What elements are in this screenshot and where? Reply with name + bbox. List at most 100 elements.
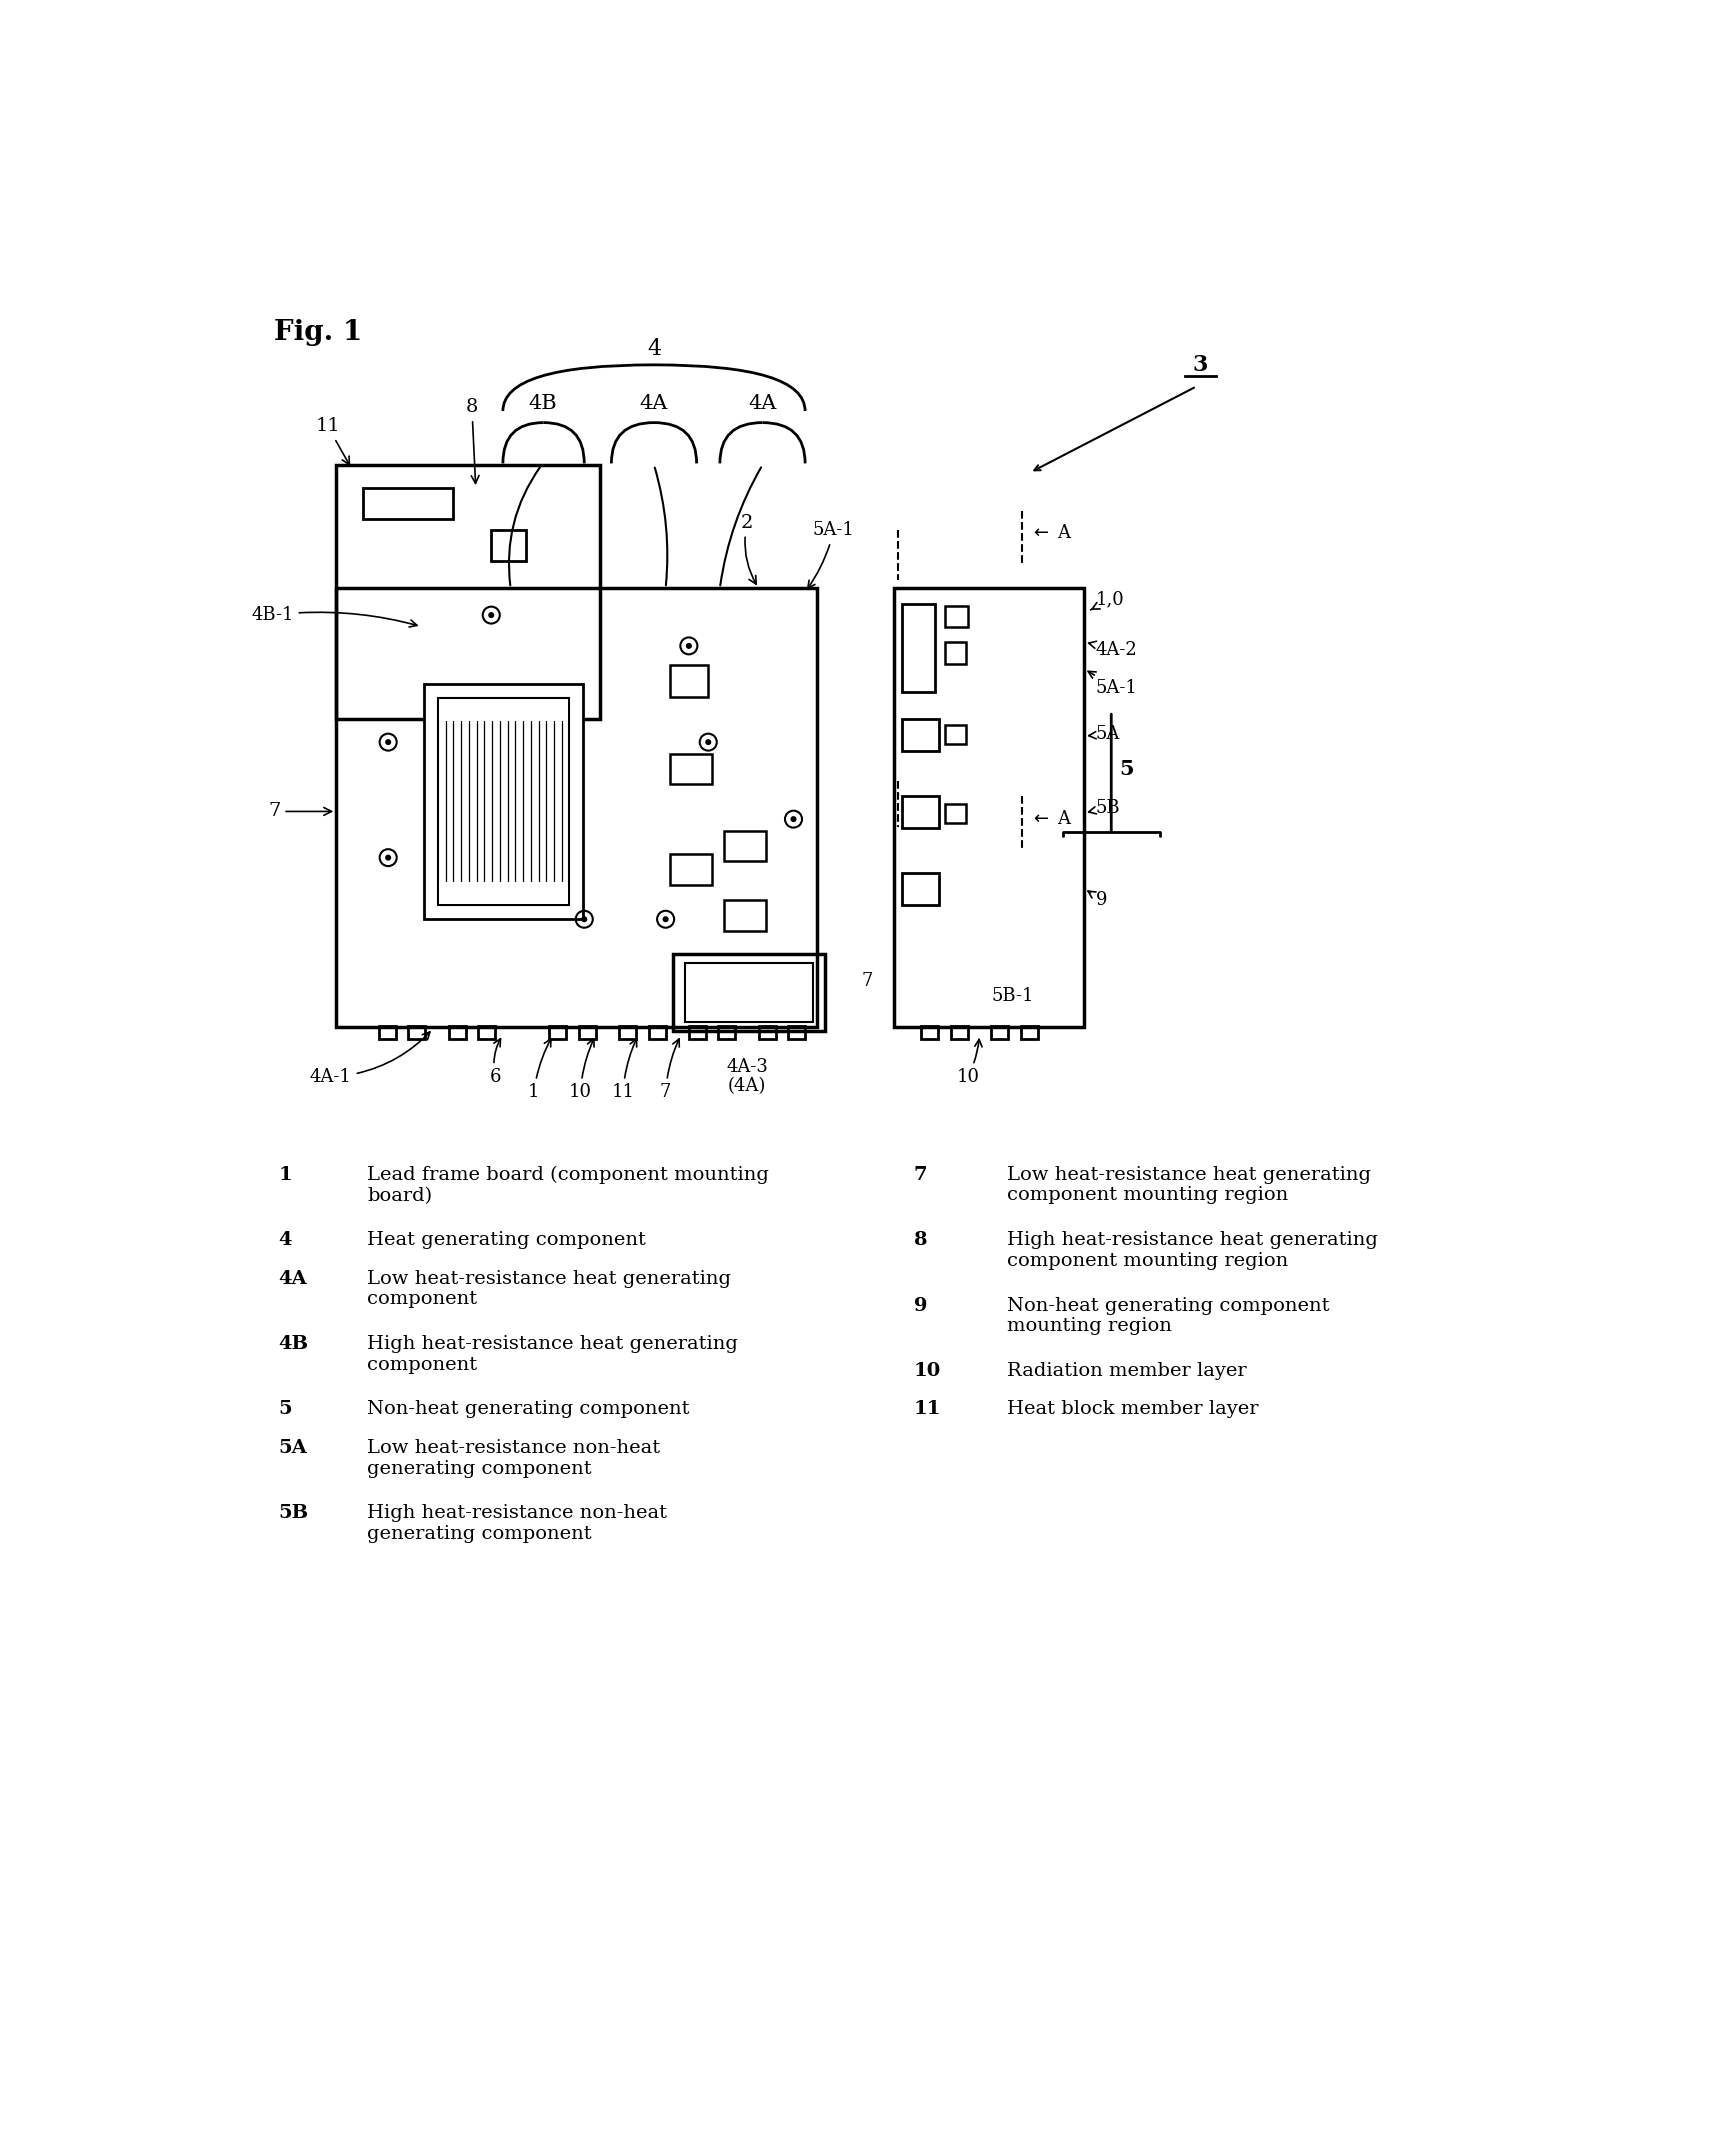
Bar — [922, 1026, 939, 1039]
Text: 7: 7 — [660, 1039, 679, 1101]
Text: Low heat-resistance heat generating
component: Low heat-resistance heat generating comp… — [367, 1270, 731, 1309]
Bar — [479, 1026, 494, 1039]
Text: 4B: 4B — [529, 394, 557, 413]
Circle shape — [386, 855, 391, 859]
Text: 4A-3: 4A-3 — [726, 1058, 768, 1075]
Circle shape — [705, 739, 711, 745]
Text: Lead frame board (component mounting
board): Lead frame board (component mounting boa… — [367, 1165, 769, 1204]
Text: 5B: 5B — [1089, 799, 1120, 816]
Text: 7: 7 — [861, 972, 873, 990]
Text: 9: 9 — [913, 1296, 927, 1315]
Text: 5B: 5B — [278, 1504, 308, 1523]
Bar — [335, 589, 816, 1026]
Bar — [579, 1026, 597, 1039]
Bar — [991, 1026, 1008, 1039]
Bar — [619, 1026, 636, 1039]
Text: Fig. 1: Fig. 1 — [275, 319, 363, 345]
Bar — [903, 604, 935, 692]
Bar — [550, 1026, 567, 1039]
Circle shape — [686, 643, 692, 649]
Bar — [788, 1026, 806, 1039]
Text: High heat-resistance heat generating
component: High heat-resistance heat generating com… — [367, 1334, 738, 1373]
Bar — [944, 726, 967, 745]
Bar — [335, 465, 600, 720]
Text: 5A: 5A — [1089, 726, 1120, 743]
Bar — [903, 720, 939, 752]
Bar — [648, 1026, 666, 1039]
Text: Low heat-resistance heat generating
component mounting region: Low heat-resistance heat generating comp… — [1006, 1165, 1371, 1204]
Text: 1,0: 1,0 — [1091, 591, 1124, 610]
Bar — [724, 900, 766, 932]
Text: 11: 11 — [315, 418, 349, 465]
Bar — [424, 685, 583, 919]
Circle shape — [583, 917, 586, 921]
Text: 4A: 4A — [278, 1270, 306, 1287]
Circle shape — [386, 739, 391, 745]
Bar — [724, 831, 766, 861]
Bar — [1020, 1026, 1037, 1039]
Circle shape — [792, 816, 795, 820]
Text: 5A-1: 5A-1 — [1088, 670, 1138, 698]
Text: 11: 11 — [913, 1401, 941, 1418]
Bar — [437, 698, 569, 906]
Bar — [439, 883, 567, 904]
Bar — [439, 700, 567, 722]
Text: 1: 1 — [527, 1039, 552, 1101]
Bar — [491, 531, 526, 561]
Bar — [951, 1026, 968, 1039]
Circle shape — [664, 917, 667, 921]
Text: 4A: 4A — [749, 394, 776, 413]
Bar — [685, 964, 813, 1022]
Bar — [944, 803, 967, 823]
Text: 2: 2 — [740, 514, 756, 585]
Bar — [408, 1026, 425, 1039]
Text: 5: 5 — [1119, 758, 1134, 780]
Bar — [903, 874, 939, 906]
Bar — [688, 1026, 705, 1039]
Text: 4: 4 — [278, 1232, 292, 1249]
Text: 6: 6 — [489, 1039, 501, 1086]
Text: 5A-1: 5A-1 — [807, 521, 854, 589]
Text: 10: 10 — [956, 1039, 982, 1086]
Text: 4A-2: 4A-2 — [1089, 640, 1138, 660]
Text: 10: 10 — [569, 1039, 595, 1101]
Text: Non-heat generating component
mounting region: Non-heat generating component mounting r… — [1006, 1296, 1330, 1334]
Text: Heat block member layer: Heat block member layer — [1006, 1401, 1259, 1418]
Bar — [944, 606, 968, 628]
Bar — [673, 953, 825, 1030]
Text: 4B-1: 4B-1 — [251, 606, 417, 628]
Text: 3: 3 — [1193, 353, 1209, 377]
Text: Radiation member layer: Radiation member layer — [1006, 1362, 1247, 1379]
Bar — [669, 666, 709, 698]
Text: 10: 10 — [913, 1362, 941, 1379]
Bar — [379, 1026, 396, 1039]
Text: 4A: 4A — [640, 394, 667, 413]
Bar — [448, 1026, 465, 1039]
Bar — [718, 1026, 735, 1039]
Bar — [669, 855, 712, 885]
Text: Non-heat generating component: Non-heat generating component — [367, 1401, 690, 1418]
Text: (4A): (4A) — [728, 1077, 766, 1095]
Bar — [759, 1026, 776, 1039]
Text: 7: 7 — [913, 1165, 927, 1185]
Text: 5: 5 — [278, 1401, 292, 1418]
Text: 1: 1 — [278, 1165, 292, 1185]
Text: 8: 8 — [913, 1232, 927, 1249]
Text: $\leftarrow$ A: $\leftarrow$ A — [1030, 810, 1074, 829]
Text: Heat generating component: Heat generating component — [367, 1232, 647, 1249]
Bar — [894, 589, 1084, 1026]
Text: 5B-1: 5B-1 — [991, 987, 1034, 1005]
Bar — [903, 797, 939, 829]
Bar — [363, 488, 453, 518]
Text: 11: 11 — [612, 1039, 636, 1101]
Text: Low heat-resistance non-heat
generating component: Low heat-resistance non-heat generating … — [367, 1439, 660, 1478]
Text: 9: 9 — [1088, 891, 1107, 908]
Text: High heat-resistance non-heat
generating component: High heat-resistance non-heat generating… — [367, 1504, 667, 1542]
Bar — [944, 643, 967, 664]
Text: 4A-1: 4A-1 — [309, 1032, 431, 1086]
Text: High heat-resistance heat generating
component mounting region: High heat-resistance heat generating com… — [1006, 1232, 1378, 1270]
Text: 7: 7 — [268, 803, 332, 820]
Bar — [669, 754, 712, 784]
Text: $\leftarrow$ A: $\leftarrow$ A — [1030, 523, 1074, 542]
Circle shape — [489, 613, 493, 617]
